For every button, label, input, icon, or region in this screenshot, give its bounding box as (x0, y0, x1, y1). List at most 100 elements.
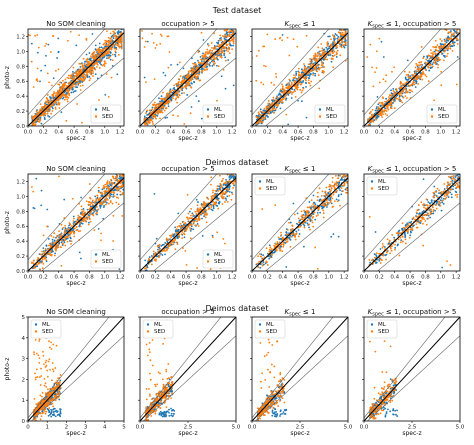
scatter-point (299, 88, 302, 91)
scatter-point (321, 47, 324, 50)
scatter-point (89, 213, 92, 216)
scatter-point (378, 37, 381, 40)
scatter-point (317, 74, 320, 77)
scatter-point (322, 70, 325, 73)
scatter-point (51, 103, 54, 105)
scatter-point (120, 187, 122, 190)
scatter-point (345, 25, 347, 27)
scatter-point (120, 47, 123, 50)
scatter-point (385, 74, 388, 77)
scatter-point (144, 122, 147, 125)
scatter-point (109, 51, 112, 54)
scatter-point (52, 77, 55, 80)
scatter-point (113, 47, 116, 50)
scatter-point (98, 58, 101, 61)
scatter-point (33, 207, 36, 210)
scatter-point (48, 107, 51, 110)
scatter-point (76, 229, 78, 232)
x-tick-label: 0.8 (85, 130, 94, 136)
scatter-point (47, 238, 50, 240)
scatter-point (44, 45, 46, 47)
scatter-point (49, 105, 52, 108)
scatter-point (32, 259, 35, 262)
scatter-point (382, 56, 385, 58)
scatter-point (166, 35, 169, 38)
scatter-point (197, 59, 199, 62)
scatter-point (35, 114, 38, 117)
scatter-point (213, 64, 215, 67)
scatter-point (437, 66, 439, 69)
scatter-point (177, 78, 180, 80)
scatter-point (95, 66, 98, 68)
scatter-point (200, 117, 203, 120)
scatter-point (408, 89, 411, 91)
y-tick-label: 1.2 (16, 34, 25, 40)
identity-line (363, 32, 461, 127)
scatter-point (335, 44, 338, 47)
scatter-point (101, 193, 104, 195)
scatter-point (323, 50, 326, 53)
scatter-point (99, 50, 102, 53)
scatter-point (309, 84, 312, 87)
scatter-point (384, 100, 386, 103)
scatter-point (93, 209, 96, 212)
scatter-point (185, 83, 188, 86)
scatter-point (52, 250, 54, 253)
scatter-point (304, 65, 307, 68)
scatter-point (209, 64, 211, 67)
scatter-point (333, 54, 336, 57)
scatter-point (70, 91, 73, 94)
scatter-point (92, 51, 95, 54)
scatter-point (39, 268, 42, 271)
scatter-point (333, 36, 336, 39)
scatter-point (173, 88, 176, 91)
scatter-point (444, 42, 447, 45)
scatter-point (41, 113, 44, 116)
scatter-point (188, 74, 191, 77)
scatter-point (121, 192, 124, 194)
x-axis-label: spec-z (66, 135, 85, 142)
scatter-point (446, 55, 448, 58)
scatter-point (109, 27, 111, 29)
scatter-point (198, 73, 201, 76)
scatter-point (121, 21, 123, 23)
scatter-point (201, 60, 203, 63)
scatter-point (81, 73, 84, 76)
scatter-point (112, 193, 115, 196)
scatter-point (336, 37, 339, 40)
panel-title: Kspec ≤ 1, occupation > 5 (368, 20, 457, 30)
scatter-point (85, 53, 88, 56)
scatter-point (422, 70, 424, 73)
scatter-point (64, 239, 67, 242)
scatter-point (223, 29, 226, 32)
scatter-point (80, 196, 82, 199)
scatter-point (279, 107, 282, 110)
scatter-point (154, 47, 157, 49)
x-axis-label: spec-z (178, 135, 197, 142)
scatter-point (86, 73, 89, 76)
scatter-point (417, 75, 420, 77)
scatter-point (73, 232, 75, 235)
scatter-point (330, 60, 333, 63)
scatter-point (440, 84, 443, 87)
scatter-point (205, 55, 208, 58)
scatter-point (120, 39, 123, 42)
scatter-point (309, 58, 311, 60)
scatter-point (307, 81, 310, 84)
scatter-point (72, 215, 75, 218)
scatter-point (223, 49, 225, 52)
scatter-point (43, 110, 46, 113)
scatter-point (211, 65, 214, 67)
scatter-point (71, 73, 74, 76)
scatter-point (317, 52, 319, 55)
scatter-point (70, 225, 73, 228)
scatter-point (60, 235, 63, 237)
scatter-point (331, 34, 334, 37)
scatter-point (118, 38, 121, 41)
scatter-point (77, 230, 80, 233)
scatter-point (105, 52, 108, 55)
x-tick-label: 1.2 (452, 130, 461, 136)
scatter-point (275, 99, 278, 101)
scatter-point (58, 90, 60, 93)
scatter-point (197, 100, 200, 102)
